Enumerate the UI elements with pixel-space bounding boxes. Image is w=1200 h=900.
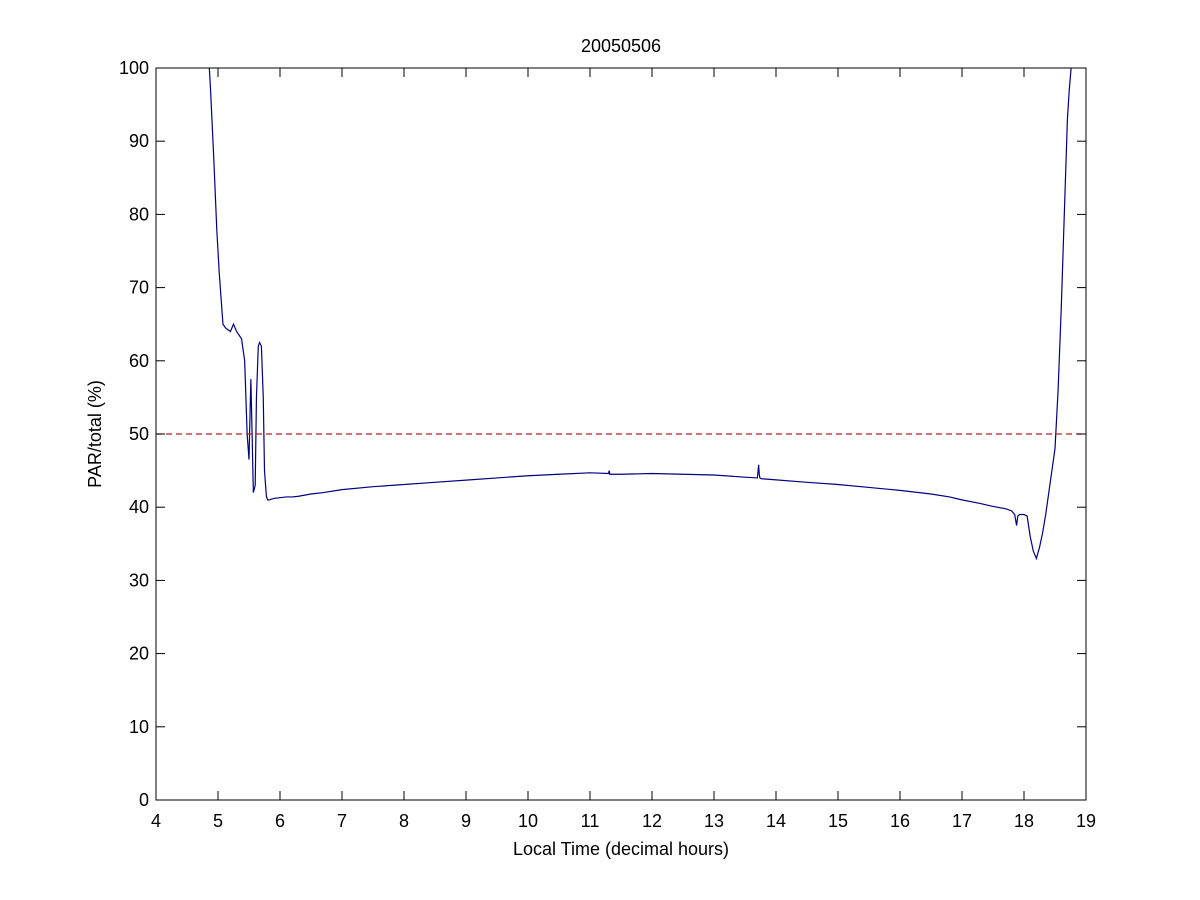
y-tick-label: 40 bbox=[129, 497, 149, 517]
x-tick-label: 5 bbox=[213, 811, 223, 831]
y-tick-label: 100 bbox=[119, 58, 149, 78]
series-layer bbox=[156, 68, 1086, 561]
x-tick-label: 19 bbox=[1076, 811, 1096, 831]
x-tick-label: 4 bbox=[151, 811, 161, 831]
y-tick-label: 80 bbox=[129, 204, 149, 224]
y-tick-label: 20 bbox=[129, 644, 149, 664]
x-tick-label: 11 bbox=[581, 811, 600, 831]
x-tick-label: 18 bbox=[1014, 811, 1034, 831]
x-tick-label: 12 bbox=[642, 811, 662, 831]
x-tick-label: 9 bbox=[461, 811, 471, 831]
x-tick-label: 14 bbox=[766, 811, 786, 831]
y-tick-label: 60 bbox=[129, 351, 149, 371]
y-tick-label: 90 bbox=[129, 131, 149, 151]
chart-title: 20050506 bbox=[581, 36, 661, 56]
x-tick-label: 17 bbox=[952, 811, 972, 831]
plot-area: 4 5 6 7 8 9 10 11 12 13 14 15 16 17 18 19 0 10 20 30 40 50 60 7… bbox=[119, 58, 1096, 831]
x-tick-label: 13 bbox=[704, 811, 724, 831]
x-tick-label: 16 bbox=[890, 811, 910, 831]
x-tick-label: 15 bbox=[828, 811, 848, 831]
x-tick-label: 7 bbox=[337, 811, 347, 831]
y-tick-label: 0 bbox=[139, 790, 149, 810]
y-tick-label: 70 bbox=[129, 278, 149, 298]
x-axis-label: Local Time (decimal hours) bbox=[513, 839, 729, 859]
x-tick-label: 10 bbox=[518, 811, 538, 831]
x-tick-label: 8 bbox=[399, 811, 409, 831]
y-tick-label: 30 bbox=[129, 570, 149, 590]
y-tick-label: 10 bbox=[129, 717, 149, 737]
x-tick-label: 6 bbox=[275, 811, 285, 831]
y-axis-label: PAR/total (%) bbox=[85, 380, 105, 488]
ticks-layer: 4 5 6 7 8 9 10 11 12 13 14 15 16 17 18 19 0 10 20 30 40 50 60 7… bbox=[119, 58, 1096, 831]
y-tick-label: 50 bbox=[129, 424, 149, 444]
series-line-par-ratio bbox=[208, 68, 1072, 561]
